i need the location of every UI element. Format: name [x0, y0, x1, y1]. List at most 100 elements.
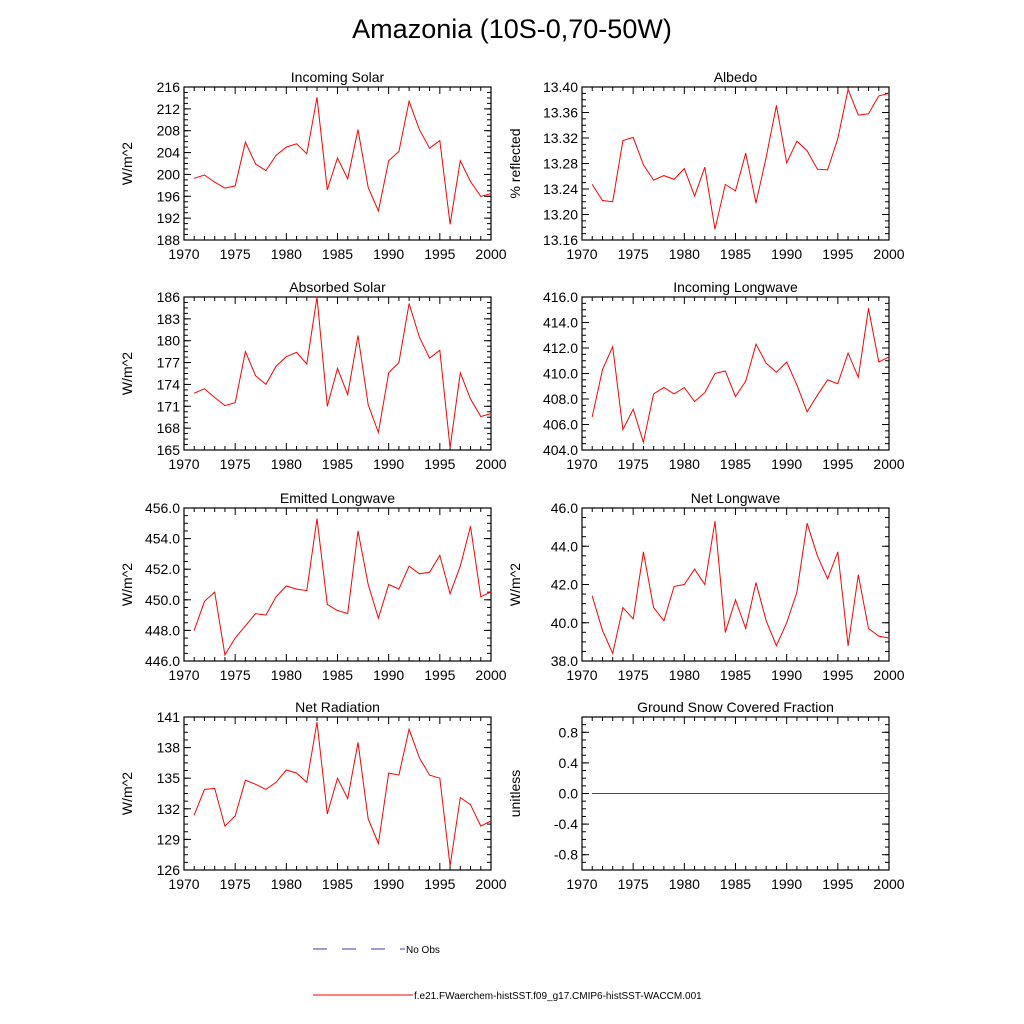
data-point — [214, 397, 216, 398]
data-point — [480, 825, 482, 827]
data-point — [786, 622, 788, 624]
y-axis-label: W/m^2 — [119, 772, 135, 815]
x-tick-label: 2000 — [475, 456, 506, 472]
data-point — [632, 408, 634, 410]
data-point — [745, 628, 747, 629]
y-tick-label: 446.0 — [145, 653, 180, 669]
data-point — [653, 607, 655, 608]
data-point — [683, 387, 685, 388]
x-tick-label: 1975 — [618, 456, 649, 472]
data-point — [714, 520, 716, 522]
x-tick-label: 1980 — [271, 246, 302, 262]
data-point — [388, 372, 390, 374]
data-point — [591, 184, 593, 185]
data-point — [418, 573, 420, 575]
data-point — [255, 783, 257, 785]
data-point — [429, 357, 430, 359]
data-point — [632, 793, 634, 794]
data-point — [337, 777, 338, 779]
data-point — [673, 793, 675, 794]
data-point — [357, 742, 359, 743]
data-point — [204, 600, 205, 602]
data-point — [776, 371, 777, 373]
data-point — [735, 396, 736, 397]
y-tick-label: 408.0 — [543, 391, 578, 407]
data-point — [673, 586, 675, 587]
data-point — [224, 825, 226, 827]
y-tick-label: 212 — [157, 101, 181, 117]
data-point — [245, 351, 246, 353]
data-point — [388, 772, 390, 774]
x-tick-label: 1970 — [566, 246, 597, 262]
x-tick-label: 1980 — [271, 876, 302, 892]
data-point — [378, 843, 379, 844]
data-point — [694, 195, 695, 197]
data-point — [214, 788, 216, 789]
panel-title: Incoming Longwave — [673, 279, 798, 295]
y-tick-label: 126 — [157, 862, 181, 878]
y-tick-label: 216 — [157, 79, 181, 95]
data-point — [255, 375, 257, 377]
x-tick-label: 1990 — [771, 456, 802, 472]
plot-frame — [581, 507, 890, 662]
data-point — [724, 793, 726, 794]
data-point — [214, 181, 216, 183]
data-point — [470, 525, 471, 527]
data-point — [755, 793, 757, 794]
data-point — [816, 168, 818, 170]
x-tick-label: 1995 — [424, 667, 455, 683]
data-point — [275, 154, 277, 156]
data-point — [735, 599, 736, 601]
series-line — [591, 308, 890, 445]
y-tick-label: 196 — [157, 188, 181, 204]
data-point — [612, 201, 614, 203]
data-point — [429, 774, 430, 776]
series-line — [591, 521, 890, 655]
data-point — [470, 804, 471, 806]
data-point — [245, 625, 246, 627]
x-tick-label: 2000 — [873, 667, 904, 683]
y-tick-label: 404.0 — [543, 442, 578, 458]
data-point — [745, 152, 747, 154]
data-point — [255, 613, 257, 614]
data-point — [622, 140, 624, 141]
x-tick-label: 1975 — [618, 246, 649, 262]
data-point — [367, 584, 369, 585]
data-point — [255, 163, 257, 165]
data-point — [714, 228, 716, 230]
y-tick-label: 13.40 — [543, 79, 578, 95]
data-point — [694, 401, 695, 402]
x-tick-label: 1990 — [771, 246, 802, 262]
data-point — [765, 362, 767, 364]
data-point — [837, 793, 839, 794]
data-point — [653, 793, 655, 794]
data-point — [439, 140, 441, 141]
panel-ground-snow-covered-fraction: Ground Snow Covered Fraction 1970 1975 1980… — [507, 699, 905, 892]
series-line — [194, 97, 492, 225]
data-point — [806, 411, 808, 413]
panel-albedo: Albedo 1970 1975 1980 1985 1990 1995 2000 13.16 1… — [507, 69, 905, 262]
data-point — [224, 654, 226, 656]
data-point — [796, 140, 798, 142]
data-point — [847, 645, 849, 647]
y-tick-label: 406.0 — [543, 417, 578, 433]
data-point — [868, 628, 869, 629]
data-point — [265, 170, 267, 172]
data-point — [306, 153, 308, 155]
data-point — [857, 114, 859, 116]
data-point — [490, 591, 492, 593]
x-tick-label: 2000 — [873, 876, 904, 892]
y-tick-label: 410.0 — [543, 366, 578, 382]
data-point — [439, 777, 441, 779]
y-tick-label: 0.0 — [559, 786, 579, 802]
data-point — [612, 793, 614, 794]
data-point — [347, 178, 349, 180]
x-tick-label: 1995 — [822, 456, 853, 472]
x-tick-label: 1995 — [424, 246, 455, 262]
data-point — [663, 387, 665, 388]
y-tick-label: 450.0 — [145, 592, 180, 608]
panel-net-longwave: Net Longwave 1970 1975 1980 1985 1990 1995 2000… — [507, 490, 905, 683]
x-tick-label: 1975 — [618, 876, 649, 892]
x-tick-label: 1980 — [669, 456, 700, 472]
